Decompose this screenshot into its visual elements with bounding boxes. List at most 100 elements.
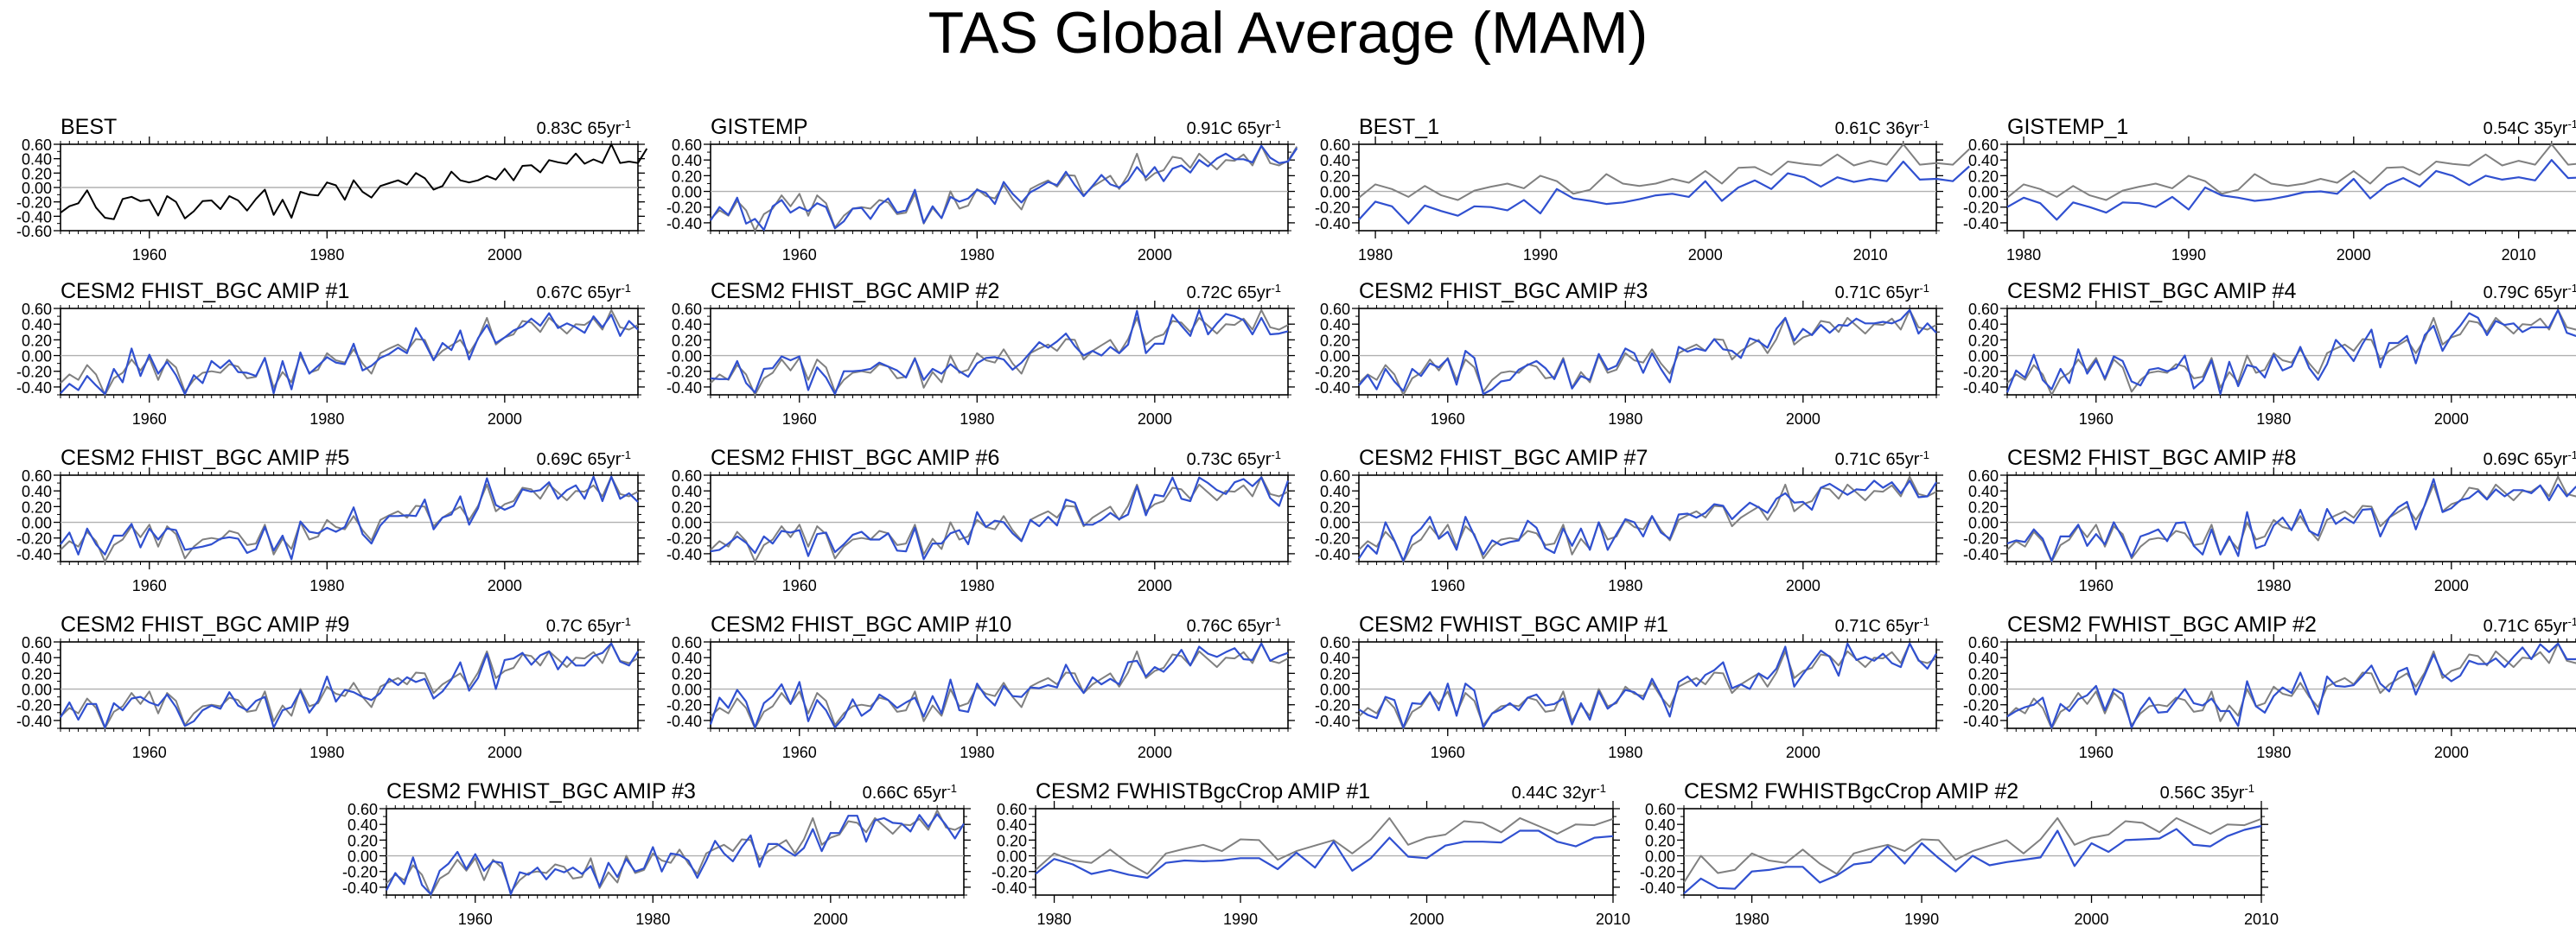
y-tick-label: 0.40: [22, 151, 52, 168]
panel: CESM2 FHIST_BGC AMIP #6 0.73C 65yr-10.600…: [666, 446, 1295, 594]
y-tick-label: 0.40: [672, 650, 702, 667]
x-tick-label: 1960: [2079, 744, 2114, 761]
series-line-model: [1358, 480, 1937, 562]
plot-frame: [1358, 641, 1937, 729]
panel-title: BEST: [61, 115, 117, 139]
y-tick-label: 0.60: [348, 801, 378, 818]
y-tick-label: -0.20: [1315, 364, 1350, 381]
y-tick-label: 0.00: [1645, 848, 1675, 866]
y-tick-label: -0.40: [16, 379, 52, 397]
y-tick-label: -0.40: [666, 215, 702, 232]
x-tick-label: 1960: [132, 246, 167, 264]
x-tick-label: 1960: [1431, 410, 1465, 428]
y-tick-label: 0.40: [1968, 316, 1999, 333]
x-tick-label: 1990: [1223, 911, 1258, 928]
x-tick-label: 1960: [132, 577, 167, 594]
x-tick-label: 1980: [309, 744, 344, 761]
y-tick-label: -0.40: [992, 880, 1027, 897]
series-line-model: [2006, 642, 2576, 729]
trend-label: 0.66C 65yr-1: [863, 782, 957, 803]
y-tick-label: 0.60: [1320, 467, 1350, 485]
panel: CESM2 FWHISTBgcCrop AMIP #1 0.44C 32yr-1 0…: [992, 779, 1630, 928]
series-line-obs: [2006, 308, 2576, 396]
trend-label: 0.83C 65yr-1: [537, 118, 631, 139]
series-line-obs: [60, 475, 639, 562]
panel: BEST_1 0.61C 36yr-1 0.600.400.200.00-0.20-…: [1315, 115, 1970, 264]
panel: CESM2 FHIST_BGC AMIP #2 0.72C 65yr-10.600…: [666, 279, 1295, 428]
trend-label: 0.72C 65yr-1: [1187, 282, 1281, 303]
series-line-model: [60, 475, 639, 561]
plot-frame: [710, 143, 1289, 232]
series-line-model: [2006, 478, 2576, 562]
plot-frame: [710, 308, 1289, 396]
series-line-model: [1035, 829, 1614, 880]
panel: CESM2 FHIST_BGC AMIP #1 0.67C 65yr-10.600…: [16, 279, 645, 428]
x-tick-label: 1960: [458, 911, 493, 928]
x-tick-label: 1990: [1904, 911, 1939, 928]
y-tick-label: 0.20: [997, 832, 1027, 849]
x-tick-label: 1960: [2079, 410, 2114, 428]
series-line-obs: [1358, 475, 1937, 562]
plot-frame: [1035, 808, 1614, 896]
y-tick-label: -0.40: [16, 713, 52, 730]
trend-label: 0.44C 32yr-1: [1512, 782, 1606, 803]
plot-frame: [2006, 143, 2576, 232]
trend-label: 0.61C 36yr-1: [1835, 118, 1929, 139]
panel-title: GISTEMP_1: [2007, 115, 2128, 139]
series-line-obs: [1683, 816, 2262, 884]
y-tick-label: 0.20: [1320, 665, 1350, 683]
x-tick-label: 2000: [488, 577, 522, 594]
series-line-obs: [710, 308, 1289, 396]
series-line-obs: [386, 809, 965, 896]
plot-frame: [2006, 308, 2576, 396]
y-tick-label: 0.40: [1645, 816, 1675, 834]
x-tick-label: 1960: [782, 410, 817, 428]
y-tick-label: 0.20: [1968, 168, 1999, 185]
y-tick-label: 0.00: [1968, 184, 1999, 201]
panel-title: CESM2 FHIST_BGC AMIP #7: [1359, 446, 1648, 470]
panel-title: CESM2 FHIST_BGC AMIP #9: [61, 613, 349, 637]
y-tick-label: -0.40: [666, 713, 702, 730]
x-tick-label: 2000: [1409, 911, 1444, 928]
x-tick-label: 1980: [960, 577, 994, 594]
panel-title: CESM2 FHIST_BGC AMIP #8: [2007, 446, 2296, 470]
plot-frame: [386, 808, 965, 896]
x-tick-label: 1980: [309, 246, 344, 264]
x-tick-label: 1980: [309, 410, 344, 428]
y-tick-label: 0.00: [22, 682, 52, 699]
y-tick-label: 0.00: [672, 184, 702, 201]
y-tick-label: 0.20: [22, 499, 52, 516]
x-tick-label: 2000: [1138, 246, 1172, 264]
y-tick-label: -0.20: [342, 864, 378, 881]
panel-title: CESM2 FHIST_BGC AMIP #4: [2007, 279, 2296, 303]
y-tick-label: -0.40: [342, 880, 378, 897]
x-tick-label: 1980: [1608, 410, 1642, 428]
plot-frame: [60, 474, 639, 562]
x-tick-label: 2010: [1596, 911, 1630, 928]
series-line-model: [710, 476, 1290, 561]
y-tick-label: 0.40: [1320, 650, 1350, 667]
plot-frame: [1358, 308, 1937, 396]
x-tick-label: 1980: [2256, 577, 2291, 594]
y-tick-label: 0.00: [1968, 682, 1999, 699]
panel-title: CESM2 FHIST_BGC AMIP #3: [1359, 279, 1648, 303]
panel: GISTEMP 0.91C 65yr-1 0.600.400.200.00-0.20…: [666, 115, 1298, 264]
y-tick-label: 0.40: [672, 152, 702, 169]
y-tick-label: 0.00: [22, 515, 52, 532]
y-tick-label: 0.20: [1645, 832, 1675, 849]
y-tick-label: 0.20: [348, 832, 378, 849]
panel: GISTEMP_1 0.54C 35yr-10.600.400.200.00-0.…: [1963, 115, 2576, 264]
x-tick-label: 2000: [2337, 246, 2371, 264]
y-tick-label: -0.20: [16, 194, 52, 212]
panel: CESM2 FHIST_BGC AMIP #9 0.7C 65yr-10.600.…: [16, 613, 645, 761]
panel: CESM2 FHIST_BGC AMIP #5 0.69C 65yr-10.600…: [16, 446, 645, 594]
y-tick-label: 0.60: [22, 137, 52, 154]
y-tick-label: -0.40: [1640, 880, 1675, 897]
panel-title: CESM2 FHIST_BGC AMIP #6: [711, 446, 999, 470]
series-line-model: [60, 642, 639, 729]
series-line-model: [710, 144, 1298, 232]
y-tick-label: 0.00: [1320, 184, 1350, 201]
panel: CESM2 FWHIST_BGC AMIP #1 0.71C 65yr-1 0.60…: [1315, 613, 1943, 761]
trend-label: 0.69C 65yr-1: [537, 448, 631, 470]
